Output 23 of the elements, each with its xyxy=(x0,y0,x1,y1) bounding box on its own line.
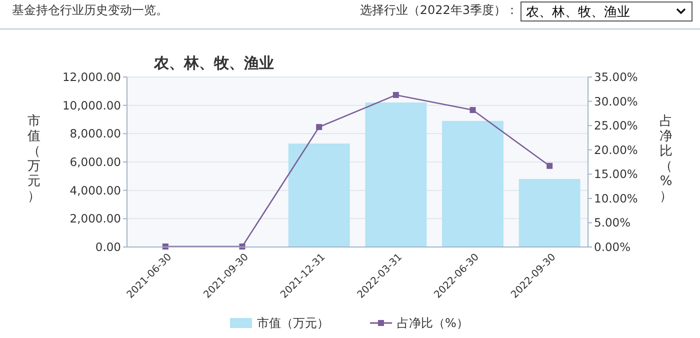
y2-tick-label: 0.00% xyxy=(594,240,631,254)
y2-tick-label: 20.00% xyxy=(594,142,638,157)
y-tick-label: 12,000.00 xyxy=(62,70,121,84)
y-tick-label: 6,000.00 xyxy=(70,155,121,170)
text: 选择行业（2022年3季度）： xyxy=(360,3,518,17)
y2-tick-label: 25.00% xyxy=(594,118,638,133)
y-tick-label: 0.00 xyxy=(95,240,121,254)
y-tick-label: 8,000.00 xyxy=(70,126,121,141)
legend-label: 市值（万元） xyxy=(257,316,329,330)
legend-label: 占净比（%） xyxy=(397,316,468,330)
y2-tick-label: 10.00% xyxy=(594,191,638,206)
chart-title: 农、林、牧、渔业 xyxy=(153,54,274,72)
y2-tick-label: 5.00% xyxy=(594,216,631,230)
y2-axis-title: 占净比（%） xyxy=(660,114,672,204)
y2-tick-label: 15.00% xyxy=(594,167,638,182)
text: 农、林、牧、渔业 xyxy=(526,5,630,20)
y2-tick-label: 35.00% xyxy=(594,70,638,84)
text: 基金持仓行业历史变动一览。 xyxy=(12,3,168,17)
y-tick-label: 2,000.00 xyxy=(70,212,121,226)
y-axis-title: 市值（万元） xyxy=(28,114,40,204)
y-tick-label: 10,000.00 xyxy=(62,98,121,112)
y2-tick-label: 30.00% xyxy=(594,94,638,108)
y-tick-label: 4,000.00 xyxy=(70,183,121,198)
